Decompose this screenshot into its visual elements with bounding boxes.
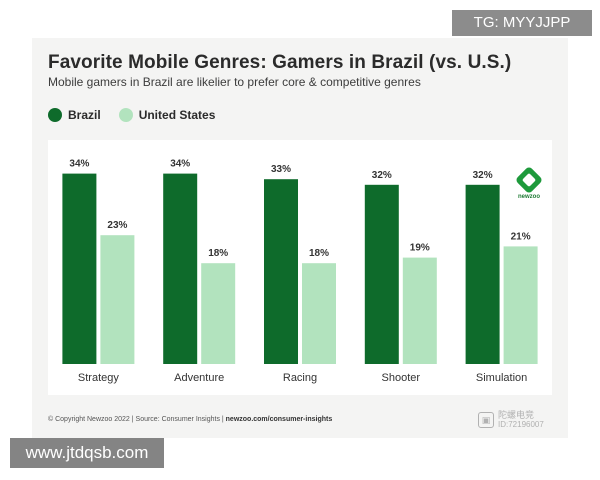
chart-card: Favorite Mobile Genres: Gamers in Brazil… (32, 38, 568, 438)
chart-title: Favorite Mobile Genres: Gamers in Brazil… (48, 52, 512, 73)
watermark-id: ID:72196007 (498, 420, 544, 429)
plot-area: 34% 23% Strategy 34% 18% Adventure 33% 18% Racin… (48, 140, 552, 395)
watermark: ▣ 陀螺电竞 ID:72196007 (478, 410, 544, 429)
watermark-name: 陀螺电竞 (498, 410, 535, 420)
legend-swatch-brazil (48, 108, 62, 122)
footer-copyright: © Copyright Newzoo 2022 | Source: Consum… (48, 416, 226, 423)
bar-united-states-shooter (402, 257, 437, 364)
bar-brazil-racing (264, 179, 298, 364)
x-tick-label-racing: Racing (283, 372, 317, 384)
bar-united-states-strategy (100, 235, 135, 364)
footer-url: newzoo.com/consumer-insights (225, 416, 333, 423)
legend-label-brazil: Brazil (68, 108, 101, 122)
website-badge: www.jtdqsb.com (10, 438, 164, 468)
newzoo-logo-icon (514, 165, 544, 195)
data-label-united-states-adventure: 18% (208, 248, 228, 259)
bar-brazil-shooter (364, 184, 399, 364)
data-label-brazil-simulation: 32% (473, 170, 493, 181)
watermark-icon: ▣ (478, 411, 494, 428)
data-label-united-states-racing: 18% (309, 248, 329, 259)
data-label-brazil-strategy: 34% (69, 159, 89, 170)
legend-label-united-states: United States (138, 108, 216, 122)
bar-united-states-adventure (201, 263, 236, 364)
chart-subtitle: Mobile gamers in Brazil are likelier to … (48, 75, 421, 89)
bar-chart: 34% 23% Strategy 34% 18% Adventure 33% 18% Racin… (62, 159, 538, 384)
data-label-united-states-strategy: 23% (107, 220, 127, 231)
newzoo-logo: newzoo (514, 165, 544, 206)
footer: © Copyright Newzoo 2022 | Source: Consum… (48, 416, 332, 423)
x-tick-label-shooter: Shooter (382, 372, 421, 384)
x-tick-label-strategy: Strategy (78, 372, 119, 384)
legend: Brazil United States (48, 108, 227, 122)
data-label-brazil-racing: 33% (271, 164, 291, 175)
data-label-united-states-simulation: 21% (511, 231, 531, 242)
x-tick-label-adventure: Adventure (174, 372, 224, 384)
bar-united-states-racing (302, 263, 336, 364)
x-tick-label-simulation: Simulation (476, 372, 527, 384)
bar-brazil-simulation (465, 184, 500, 364)
legend-swatch-united-states (118, 108, 133, 122)
newzoo-logo-text: newzoo (518, 194, 540, 200)
tg-badge: TG: MYYJJPP (452, 10, 592, 36)
data-label-brazil-shooter: 32% (372, 170, 392, 181)
data-label-brazil-adventure: 34% (170, 159, 190, 170)
data-label-united-states-shooter: 19% (410, 243, 430, 254)
bar-brazil-strategy (62, 173, 97, 364)
bar-brazil-adventure (163, 173, 198, 364)
bar-united-states-simulation (503, 246, 538, 364)
